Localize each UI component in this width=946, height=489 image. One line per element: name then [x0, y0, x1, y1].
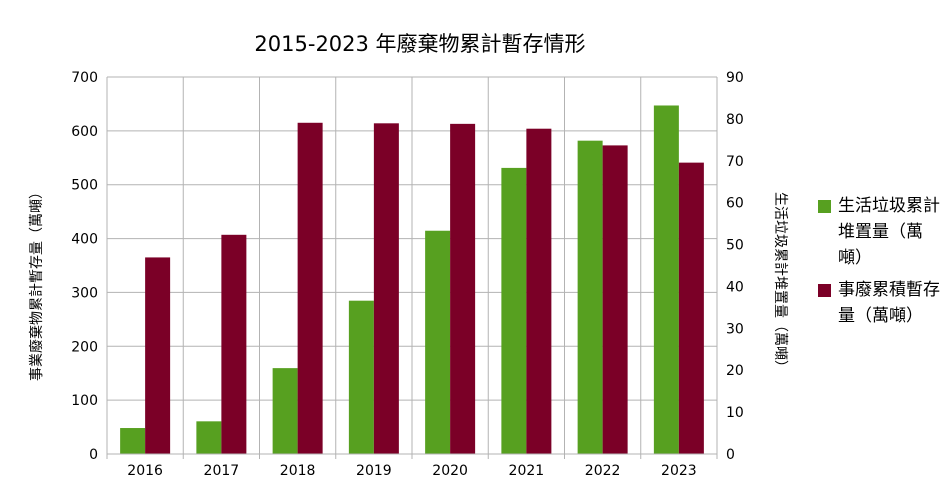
bar-municipal-waste	[425, 230, 451, 454]
legend-item-industrial-waste: 事廢累積暫存量（萬噸）	[818, 277, 943, 329]
y-tick-label-left: 100	[71, 393, 98, 409]
bar-municipal-waste	[348, 300, 374, 454]
legend-swatch-municipal-waste	[818, 200, 831, 213]
bar-municipal-waste	[120, 428, 146, 454]
bar-industrial-waste	[602, 145, 628, 455]
y-tick-label-right: 0	[726, 447, 735, 463]
legend-label-municipal-waste: 生活垃圾累計堆置量（萬噸）	[838, 196, 940, 268]
legend-swatch-industrial-waste	[818, 284, 831, 297]
y-tick-label-left: 200	[71, 339, 98, 355]
y-tick-label-right: 90	[726, 70, 744, 86]
y-tick-label-right: 10	[726, 405, 744, 421]
y-tick-label-left: 700	[71, 70, 98, 86]
bar-municipal-waste	[196, 421, 222, 454]
y-tick-label-left: 500	[71, 178, 98, 194]
left-axis-label: 事業廢棄物累計暫存量（萬噸）	[29, 185, 45, 381]
y-tick-label-right: 50	[726, 238, 744, 254]
y-tick-label-left: 400	[71, 232, 98, 248]
x-tick-label: 2018	[280, 463, 316, 479]
bar-industrial-waste	[373, 123, 399, 455]
y-tick-label-right: 20	[726, 363, 744, 379]
y-tick-label-right: 40	[726, 279, 744, 295]
legend-item-municipal-waste: 生活垃圾累計堆置量（萬噸）	[818, 193, 943, 271]
x-tick-label: 2022	[585, 463, 621, 479]
y-tick-label-right: 80	[726, 112, 744, 128]
x-tick-label: 2023	[661, 463, 697, 479]
y-tick-label-right: 70	[726, 154, 744, 170]
bar-industrial-waste	[145, 257, 171, 454]
bar-industrial-waste	[221, 234, 247, 454]
y-tick-label-left: 600	[71, 124, 98, 140]
right-axis-label: 生活垃圾累計堆置量（萬噸）	[772, 192, 788, 374]
y-tick-label-left: 0	[89, 447, 98, 463]
legend: 生活垃圾累計堆置量（萬噸） 事廢累積暫存量（萬噸）	[818, 193, 943, 335]
bar-industrial-waste	[678, 162, 704, 454]
bar-municipal-waste	[653, 105, 679, 455]
x-tick-label: 2017	[204, 463, 240, 479]
y-tick-label-right: 30	[726, 321, 744, 337]
bar-industrial-waste	[297, 122, 323, 455]
x-tick-label: 2020	[432, 463, 468, 479]
bar-municipal-waste	[272, 368, 298, 454]
bar-municipal-waste	[577, 140, 603, 454]
y-tick-label-left: 300	[71, 285, 98, 301]
x-tick-label: 2021	[509, 463, 545, 479]
legend-label-industrial-waste: 事廢累積暫存量（萬噸）	[838, 280, 940, 326]
bar-industrial-waste	[450, 123, 476, 454]
bar-municipal-waste	[501, 167, 527, 454]
bar-industrial-waste	[526, 128, 552, 454]
x-tick-label: 2016	[127, 463, 163, 479]
y-tick-label-right: 60	[726, 196, 744, 212]
chart-title: 2015-2023 年廢棄物累計暫存情形	[254, 32, 586, 56]
x-tick-label: 2019	[356, 463, 392, 479]
